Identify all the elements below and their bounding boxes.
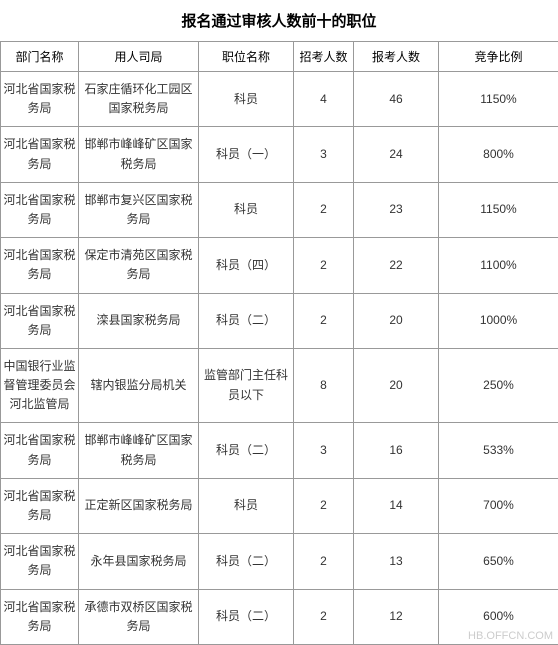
cell-bureau: 石家庄循环化工园区国家税务局 (79, 72, 199, 127)
table-row: 河北省国家税务局滦县国家税务局科员（二）2201000% (1, 293, 558, 348)
cell-ratio: 533% (439, 423, 558, 478)
cell-ratio: 1150% (439, 72, 558, 127)
cell-recruit: 8 (294, 348, 354, 423)
cell-apply: 16 (354, 423, 439, 478)
cell-position: 科员（一） (199, 127, 294, 182)
cell-position: 监管部门主任科员以下 (199, 348, 294, 423)
cell-apply: 12 (354, 589, 439, 644)
table-row: 中国银行业监督管理委员会河北监管局辖内银监分局机关监管部门主任科员以下82025… (1, 348, 558, 423)
cell-ratio: 1000% (439, 293, 558, 348)
table-row: 河北省国家税务局邯郸市峰峰矿区国家税务局科员（一）324800% (1, 127, 558, 182)
cell-recruit: 3 (294, 423, 354, 478)
cell-recruit: 2 (294, 182, 354, 237)
cell-position: 科员（四） (199, 238, 294, 293)
cell-dept: 河北省国家税务局 (1, 293, 79, 348)
table-body: 河北省国家税务局石家庄循环化工园区国家税务局科员4461150%河北省国家税务局… (1, 72, 558, 645)
cell-apply: 13 (354, 534, 439, 589)
cell-recruit: 4 (294, 72, 354, 127)
cell-dept: 河北省国家税务局 (1, 72, 79, 127)
col-header-bureau: 用人司局 (79, 42, 199, 72)
table-row: 河北省国家税务局邯郸市峰峰矿区国家税务局科员（二）316533% (1, 423, 558, 478)
data-table: 部门名称 用人司局 职位名称 招考人数 报考人数 竞争比例 河北省国家税务局石家… (0, 41, 558, 645)
table-row: 河北省国家税务局石家庄循环化工园区国家税务局科员4461150% (1, 72, 558, 127)
cell-bureau: 承德市双桥区国家税务局 (79, 589, 199, 644)
cell-position: 科员 (199, 72, 294, 127)
cell-dept: 河北省国家税务局 (1, 127, 79, 182)
cell-bureau: 辖内银监分局机关 (79, 348, 199, 423)
cell-bureau: 滦县国家税务局 (79, 293, 199, 348)
cell-ratio: 250% (439, 348, 558, 423)
col-header-apply: 报考人数 (354, 42, 439, 72)
cell-recruit: 2 (294, 293, 354, 348)
cell-apply: 14 (354, 478, 439, 533)
cell-ratio: 1150% (439, 182, 558, 237)
cell-bureau: 保定市清苑区国家税务局 (79, 238, 199, 293)
cell-bureau: 邯郸市峰峰矿区国家税务局 (79, 127, 199, 182)
cell-dept: 河北省国家税务局 (1, 534, 79, 589)
col-header-dept: 部门名称 (1, 42, 79, 72)
cell-bureau: 正定新区国家税务局 (79, 478, 199, 533)
cell-bureau: 永年县国家税务局 (79, 534, 199, 589)
cell-apply: 24 (354, 127, 439, 182)
cell-dept: 河北省国家税务局 (1, 589, 79, 644)
cell-apply: 46 (354, 72, 439, 127)
cell-position: 科员 (199, 478, 294, 533)
cell-recruit: 2 (294, 478, 354, 533)
cell-dept: 河北省国家税务局 (1, 478, 79, 533)
table-row: 河北省国家税务局正定新区国家税务局科员214700% (1, 478, 558, 533)
col-header-recruit: 招考人数 (294, 42, 354, 72)
table-row: 河北省国家税务局永年县国家税务局科员（二）213650% (1, 534, 558, 589)
table-row: 河北省国家税务局邯郸市复兴区国家税务局科员2231150% (1, 182, 558, 237)
cell-position: 科员 (199, 182, 294, 237)
cell-position: 科员（二） (199, 293, 294, 348)
cell-ratio: 650% (439, 534, 558, 589)
cell-apply: 23 (354, 182, 439, 237)
cell-bureau: 邯郸市峰峰矿区国家税务局 (79, 423, 199, 478)
cell-apply: 20 (354, 348, 439, 423)
cell-recruit: 2 (294, 589, 354, 644)
cell-ratio: 700% (439, 478, 558, 533)
cell-dept: 河北省国家税务局 (1, 423, 79, 478)
table-title: 报名通过审核人数前十的职位 (0, 0, 558, 41)
cell-apply: 22 (354, 238, 439, 293)
col-header-position: 职位名称 (199, 42, 294, 72)
header-row: 部门名称 用人司局 职位名称 招考人数 报考人数 竞争比例 (1, 42, 558, 72)
table-row: 河北省国家税务局保定市清苑区国家税务局科员（四）2221100% (1, 238, 558, 293)
cell-dept: 中国银行业监督管理委员会河北监管局 (1, 348, 79, 423)
cell-dept: 河北省国家税务局 (1, 182, 79, 237)
cell-ratio: 800% (439, 127, 558, 182)
cell-recruit: 3 (294, 127, 354, 182)
cell-recruit: 2 (294, 238, 354, 293)
cell-recruit: 2 (294, 534, 354, 589)
col-header-ratio: 竞争比例 (439, 42, 558, 72)
cell-dept: 河北省国家税务局 (1, 238, 79, 293)
cell-bureau: 邯郸市复兴区国家税务局 (79, 182, 199, 237)
cell-position: 科员（二） (199, 589, 294, 644)
cell-position: 科员（二） (199, 423, 294, 478)
cell-ratio: 1100% (439, 238, 558, 293)
cell-position: 科员（二） (199, 534, 294, 589)
cell-apply: 20 (354, 293, 439, 348)
watermark: HB.OFFCN.COM (468, 630, 553, 642)
